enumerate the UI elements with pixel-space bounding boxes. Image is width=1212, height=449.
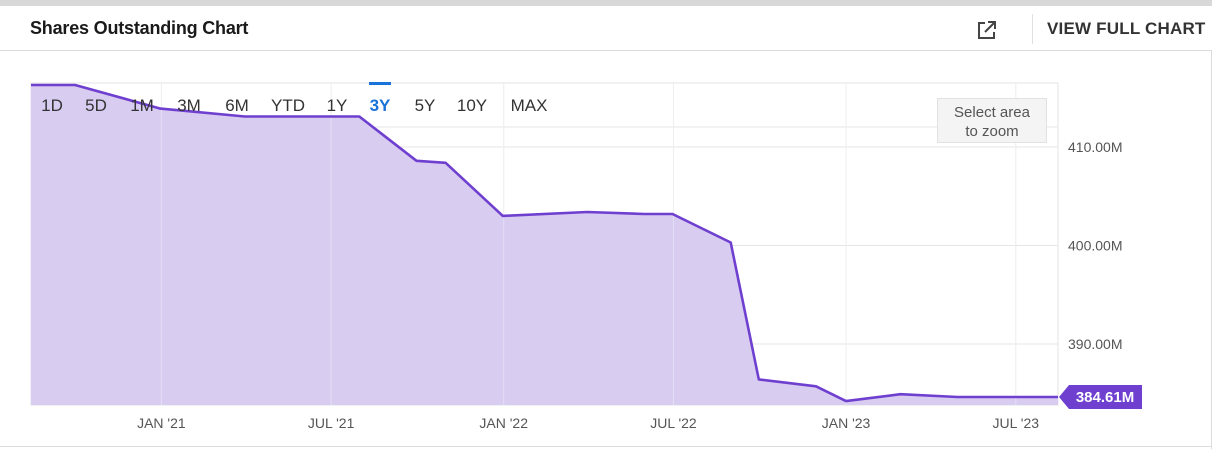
external-link-icon[interactable]: [976, 19, 998, 41]
last-value-label: 384.61M: [1076, 389, 1134, 406]
range-button-1m[interactable]: 1M: [130, 96, 154, 115]
y-tick-label: 400.00M: [1068, 237, 1122, 253]
series-area: [31, 85, 1058, 405]
card-header: Shares Outstanding Chart VIEW FULL CHART: [0, 6, 1212, 51]
card-border-bottom: [0, 446, 1212, 447]
range-button-5y[interactable]: 5Y: [415, 96, 436, 115]
range-button-max[interactable]: MAX: [511, 96, 548, 115]
x-tick-label: JAN '21: [137, 415, 186, 431]
x-tick-label: JUL '22: [650, 415, 697, 431]
range-button-3m[interactable]: 3M: [177, 96, 201, 115]
x-tick-label: JUL '23: [993, 415, 1040, 431]
range-button-1d[interactable]: 1D: [41, 96, 63, 115]
x-tick-label: JAN '23: [822, 415, 871, 431]
view-full-chart-link[interactable]: VIEW FULL CHART: [1047, 19, 1206, 38]
range-button-1y[interactable]: 1Y: [327, 96, 348, 115]
range-button-10y[interactable]: 10Y: [457, 96, 487, 115]
last-value-badge: [1059, 385, 1142, 410]
series-line: [31, 83, 1058, 403]
y-tick-label: 410.00M: [1068, 139, 1122, 155]
range-button-ytd[interactable]: YTD: [271, 96, 305, 115]
x-tick-label: JUL '21: [308, 415, 355, 431]
active-range-indicator: [369, 82, 391, 85]
x-tick-label: JAN '22: [479, 415, 528, 431]
range-button-5d[interactable]: 5D: [85, 96, 107, 115]
y-tick-label: 390.00M: [1068, 336, 1122, 352]
zoom-hint-tooltip: Select area to zoom: [937, 98, 1047, 143]
zoom-hint-line-1: Select area: [954, 104, 1030, 121]
chart-title: Shares Outstanding Chart: [30, 18, 249, 38]
range-button-3y[interactable]: 3Y: [370, 96, 391, 115]
top-accent-rule: [0, 0, 1212, 6]
header-divider: [1032, 14, 1033, 44]
range-button-6m[interactable]: 6M: [225, 96, 249, 115]
zoom-hint-line-2: to zoom: [965, 123, 1019, 140]
